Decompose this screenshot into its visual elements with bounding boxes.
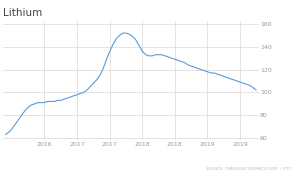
Text: Lithium: Lithium <box>3 8 42 18</box>
Text: SOURCE: TRADINGECONOMICS.COM  |  OTC: SOURCE: TRADINGECONOMICS.COM | OTC <box>206 166 291 170</box>
